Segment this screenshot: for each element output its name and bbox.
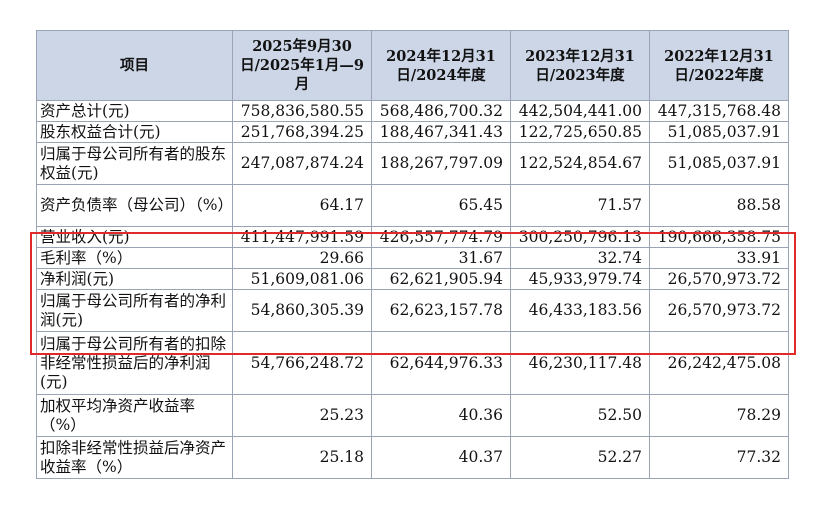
cell-value: 46,433,183.56 — [510, 289, 650, 332]
cell-value: 77.32 — [649, 436, 789, 479]
cell-value: 62,623,157.78 — [371, 289, 511, 332]
cell-value: 26,242,475.08 — [649, 331, 789, 395]
cell-value: 758,836,580.55 — [232, 100, 372, 122]
cell-value: 40.36 — [371, 394, 511, 437]
cell-value: 54,766,248.72 — [232, 331, 372, 395]
cell-value: 51,085,037.91 — [649, 121, 789, 143]
cell-value: 122,725,650.85 — [510, 121, 650, 143]
cell-value: 54,860,305.39 — [232, 289, 372, 332]
cell-value: 78.29 — [649, 394, 789, 437]
row-label: 扣除非经常性损益后净资产收益率（%） — [36, 436, 233, 479]
cell-value: 188,267,797.09 — [371, 142, 511, 185]
cell-value: 25.23 — [232, 394, 372, 437]
table-row: 股东权益合计(元) 251,768,394.25 188,467,341.43 … — [36, 121, 789, 143]
cell-value: 411,447,991.59 — [232, 226, 372, 248]
cell-value: 88.58 — [649, 184, 789, 227]
table-row: 资产总计(元) 758,836,580.55 568,486,700.32 44… — [36, 100, 789, 122]
cell-value: 26,570,973.72 — [649, 289, 789, 332]
header-period-2023: 2023年12月31日/2023年度 — [510, 30, 650, 101]
table-row: 净利润(元) 51,609,081.06 62,621,905.94 45,93… — [36, 268, 789, 290]
row-label: 归属于母公司所有者的股东权益(元) — [36, 142, 233, 185]
cell-value: 52.50 — [510, 394, 650, 437]
table-row: 扣除非经常性损益后净资产收益率（%） 25.18 40.37 52.27 77.… — [36, 436, 789, 479]
row-label: 毛利率（%） — [36, 247, 233, 269]
table-row: 归属于母公司所有者的股东权益(元) 247,087,874.24 188,267… — [36, 142, 789, 185]
cell-value: 442,504,441.00 — [510, 100, 650, 122]
cell-value: 26,570,973.72 — [649, 268, 789, 290]
cell-value: 51,085,037.91 — [649, 142, 789, 185]
header-item: 项目 — [36, 30, 233, 101]
cell-value: 25.18 — [232, 436, 372, 479]
cell-value: 447,315,768.48 — [649, 100, 789, 122]
cell-value: 426,557,774.79 — [371, 226, 511, 248]
cell-value: 45,933,979.74 — [510, 268, 650, 290]
cell-value: 40.37 — [371, 436, 511, 479]
cell-value: 62,621,905.94 — [371, 268, 511, 290]
cell-value: 64.17 — [232, 184, 372, 227]
table-row: 归属于母公司所有者的扣除非经常性损益后的净利润(元) 54,766,248.72… — [36, 331, 789, 395]
row-label: 归属于母公司所有者的净利润(元) — [36, 289, 233, 332]
table-row: 归属于母公司所有者的净利润(元) 54,860,305.39 62,623,15… — [36, 289, 789, 332]
cell-value: 188,467,341.43 — [371, 121, 511, 143]
financial-data-table: 项目 2025年9月30日/2025年1月—9月 2024年12月31日/202… — [36, 30, 789, 479]
cell-value: 300,250,796.13 — [510, 226, 650, 248]
header-row: 项目 2025年9月30日/2025年1月—9月 2024年12月31日/202… — [36, 30, 789, 101]
cell-value: 46,230,117.48 — [510, 331, 650, 395]
table-row: 毛利率（%） 29.66 31.67 32.74 33.91 — [36, 247, 789, 269]
cell-value: 52.27 — [510, 436, 650, 479]
cell-value: 251,768,394.25 — [232, 121, 372, 143]
table-row: 资产负债率（母公司）（%） 64.17 65.45 71.57 88.58 — [36, 184, 789, 227]
cell-value: 32.74 — [510, 247, 650, 269]
row-label: 资产总计(元) — [36, 100, 233, 122]
table-row: 营业收入(元) 411,447,991.59 426,557,774.79 30… — [36, 226, 789, 248]
row-label: 股东权益合计(元) — [36, 121, 233, 143]
cell-value: 190,666,358.75 — [649, 226, 789, 248]
cell-value: 51,609,081.06 — [232, 268, 372, 290]
cell-value: 31.67 — [371, 247, 511, 269]
cell-value: 122,524,854.67 — [510, 142, 650, 185]
table-row: 加权平均净资产收益率（%） 25.23 40.36 52.50 78.29 — [36, 394, 789, 437]
cell-value: 62,644,976.33 — [371, 331, 511, 395]
row-label: 净利润(元) — [36, 268, 233, 290]
header-period-2024: 2024年12月31日/2024年度 — [371, 30, 511, 101]
row-label: 加权平均净资产收益率（%） — [36, 394, 233, 437]
row-label: 资产负债率（母公司）（%） — [36, 184, 233, 227]
row-label: 营业收入(元) — [36, 226, 233, 248]
header-period-2022: 2022年12月31日/2022年度 — [649, 30, 789, 101]
cell-value: 29.66 — [232, 247, 372, 269]
row-label: 归属于母公司所有者的扣除非经常性损益后的净利润(元) — [36, 331, 233, 395]
cell-value: 33.91 — [649, 247, 789, 269]
cell-value: 71.57 — [510, 184, 650, 227]
cell-value: 247,087,874.24 — [232, 142, 372, 185]
header-period-2025: 2025年9月30日/2025年1月—9月 — [232, 30, 372, 101]
cell-value: 568,486,700.32 — [371, 100, 511, 122]
cell-value: 65.45 — [371, 184, 511, 227]
